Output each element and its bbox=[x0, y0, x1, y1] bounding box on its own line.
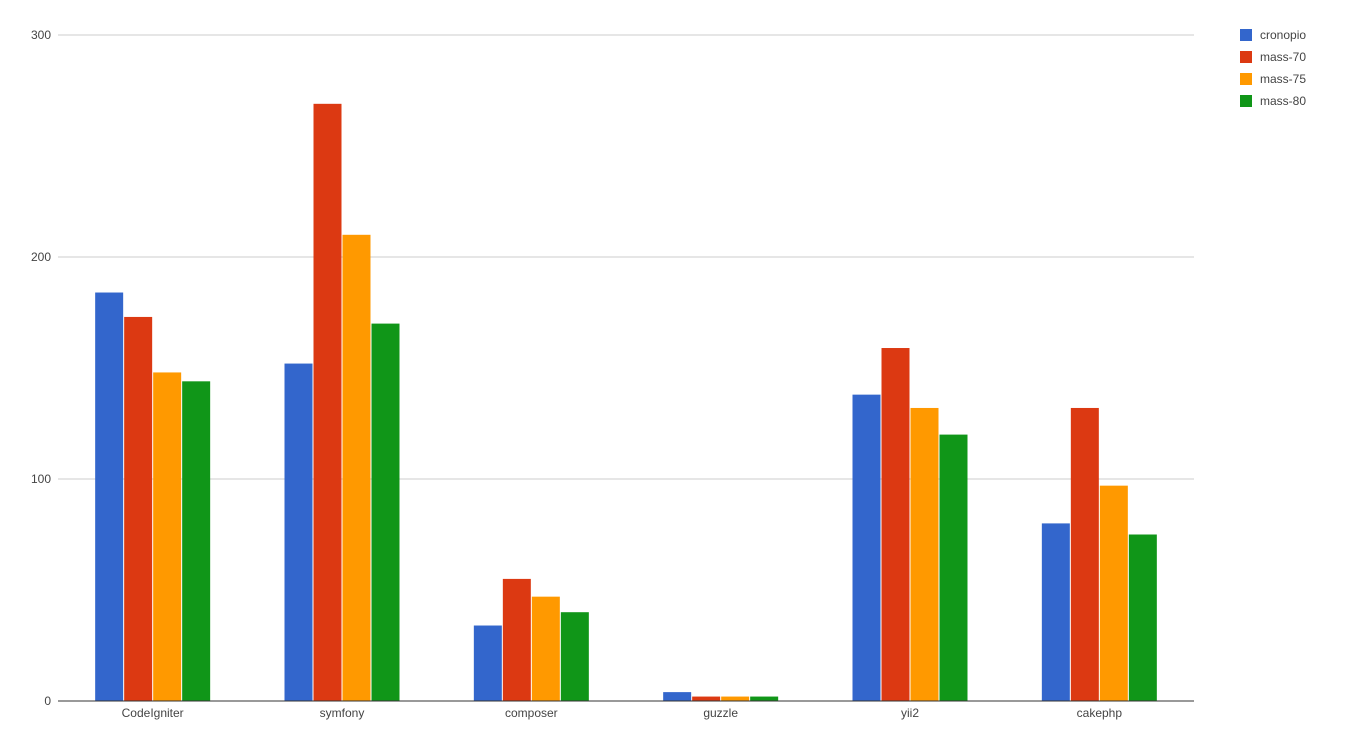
bar-mass-75-guzzle bbox=[721, 696, 750, 701]
x-tick-label: cakephp bbox=[1077, 706, 1123, 720]
legend-item-mass-70: mass-70 bbox=[1240, 50, 1306, 64]
bar-mass-70-yii2 bbox=[881, 348, 910, 701]
bar-mass-75-yii2 bbox=[910, 407, 939, 701]
x-tick-label: yii2 bbox=[901, 706, 919, 720]
y-tick-label: 200 bbox=[31, 250, 51, 264]
x-tick-label: symfony bbox=[320, 706, 365, 720]
bar-mass-80-symfony bbox=[371, 323, 400, 701]
legend-label: cronopio bbox=[1260, 28, 1306, 42]
legend-swatch bbox=[1240, 73, 1252, 85]
bar-mass-70-composer bbox=[502, 578, 531, 701]
bar-cronopio-yii2 bbox=[852, 394, 881, 701]
bar-mass-70-guzzle bbox=[692, 696, 721, 701]
bar-mass-75-cakephp bbox=[1099, 485, 1128, 701]
bar-mass-70-symfony bbox=[313, 103, 342, 701]
legend-item-mass-80: mass-80 bbox=[1240, 94, 1306, 108]
x-tick-label: composer bbox=[505, 706, 558, 720]
y-tick-label: 100 bbox=[31, 472, 51, 486]
bar-mass-75-CodeIgniter bbox=[153, 372, 182, 701]
legend-swatch bbox=[1240, 51, 1252, 63]
bar-mass-80-cakephp bbox=[1128, 534, 1157, 701]
bars bbox=[95, 103, 1157, 702]
bar-cronopio-cakephp bbox=[1041, 523, 1070, 701]
bar-cronopio-guzzle bbox=[663, 692, 692, 701]
y-tick-label: 300 bbox=[31, 28, 51, 42]
x-axis-tick-labels: CodeIgniter symfony composer guzzle yii2 cake… bbox=[122, 706, 1123, 720]
bar-mass-75-composer bbox=[531, 596, 560, 701]
gridlines bbox=[58, 34, 1194, 480]
bar-mass-75-symfony bbox=[342, 234, 371, 702]
bar-mass-80-yii2 bbox=[939, 434, 968, 701]
bar-mass-80-composer bbox=[560, 612, 589, 701]
legend-item-cronopio: cronopio bbox=[1240, 28, 1306, 42]
bar-cronopio-composer bbox=[473, 625, 502, 701]
legend-label: mass-70 bbox=[1260, 50, 1306, 64]
legend: cronopio mass-70 mass-75 mass-80 bbox=[1240, 28, 1306, 108]
bar-mass-80-guzzle bbox=[750, 696, 779, 701]
bar-cronopio-symfony bbox=[284, 363, 313, 701]
bar-cronopio-CodeIgniter bbox=[95, 292, 124, 701]
legend-label: mass-75 bbox=[1260, 72, 1306, 86]
y-axis-tick-labels: 0 100 200 300 bbox=[31, 28, 51, 708]
x-tick-label: guzzle bbox=[703, 706, 738, 720]
y-tick-label: 0 bbox=[44, 694, 51, 708]
legend-item-mass-75: mass-75 bbox=[1240, 72, 1306, 86]
bar-mass-70-CodeIgniter bbox=[124, 316, 153, 701]
x-tick-label: CodeIgniter bbox=[122, 706, 184, 720]
legend-label: mass-80 bbox=[1260, 94, 1306, 108]
legend-swatch bbox=[1240, 95, 1252, 107]
bar-mass-70-cakephp bbox=[1070, 407, 1099, 701]
bar-mass-80-CodeIgniter bbox=[182, 381, 211, 701]
legend-swatch bbox=[1240, 29, 1252, 41]
